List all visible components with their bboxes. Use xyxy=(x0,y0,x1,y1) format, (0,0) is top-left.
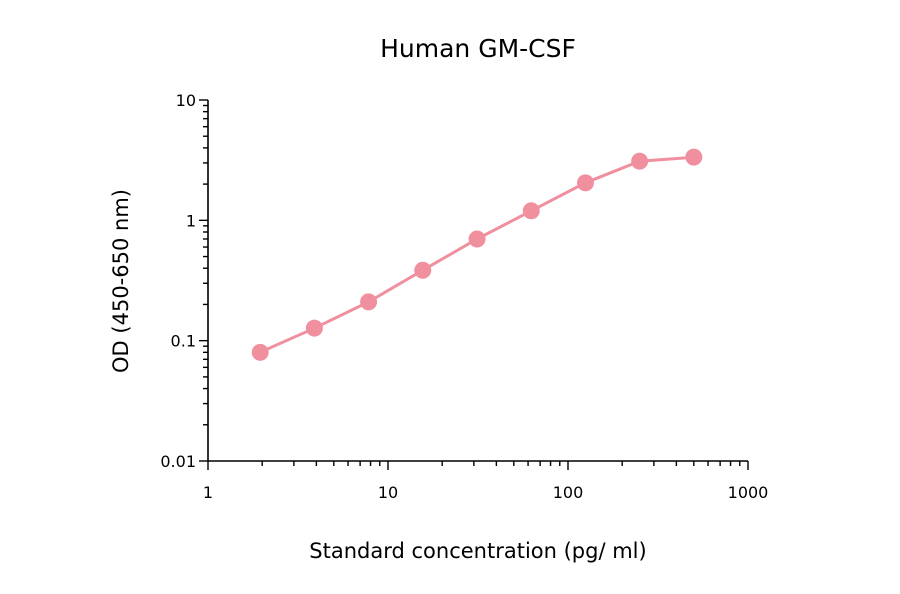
axes: 0.01 0.1 1 10 1 10 100 1000 xyxy=(160,91,768,502)
chart-title: Human GM-CSF xyxy=(380,34,576,63)
data-point xyxy=(251,343,269,361)
x-tick-label: 1 xyxy=(203,483,213,502)
plot-area xyxy=(251,148,703,361)
y-tick-label: 0.1 xyxy=(171,332,196,351)
x-tick-label: 100 xyxy=(553,483,584,502)
y-tick-label: 10 xyxy=(176,91,196,110)
y-tick-label: 0.01 xyxy=(160,452,196,471)
y-axis-label: OD (450-650 nm) xyxy=(109,189,133,373)
data-point xyxy=(468,230,486,248)
data-point xyxy=(631,152,649,170)
data-point xyxy=(522,202,540,220)
data-point xyxy=(305,319,323,337)
data-point xyxy=(685,148,703,166)
series-line xyxy=(259,155,694,354)
x-tick-label: 1000 xyxy=(728,483,769,502)
data-point xyxy=(360,293,378,311)
x-axis-label: Standard concentration (pg/ ml) xyxy=(309,539,646,563)
x-tick-label: 10 xyxy=(378,483,398,502)
y-tick-label: 1 xyxy=(186,211,196,230)
data-point xyxy=(414,261,432,279)
data-point xyxy=(576,174,594,192)
